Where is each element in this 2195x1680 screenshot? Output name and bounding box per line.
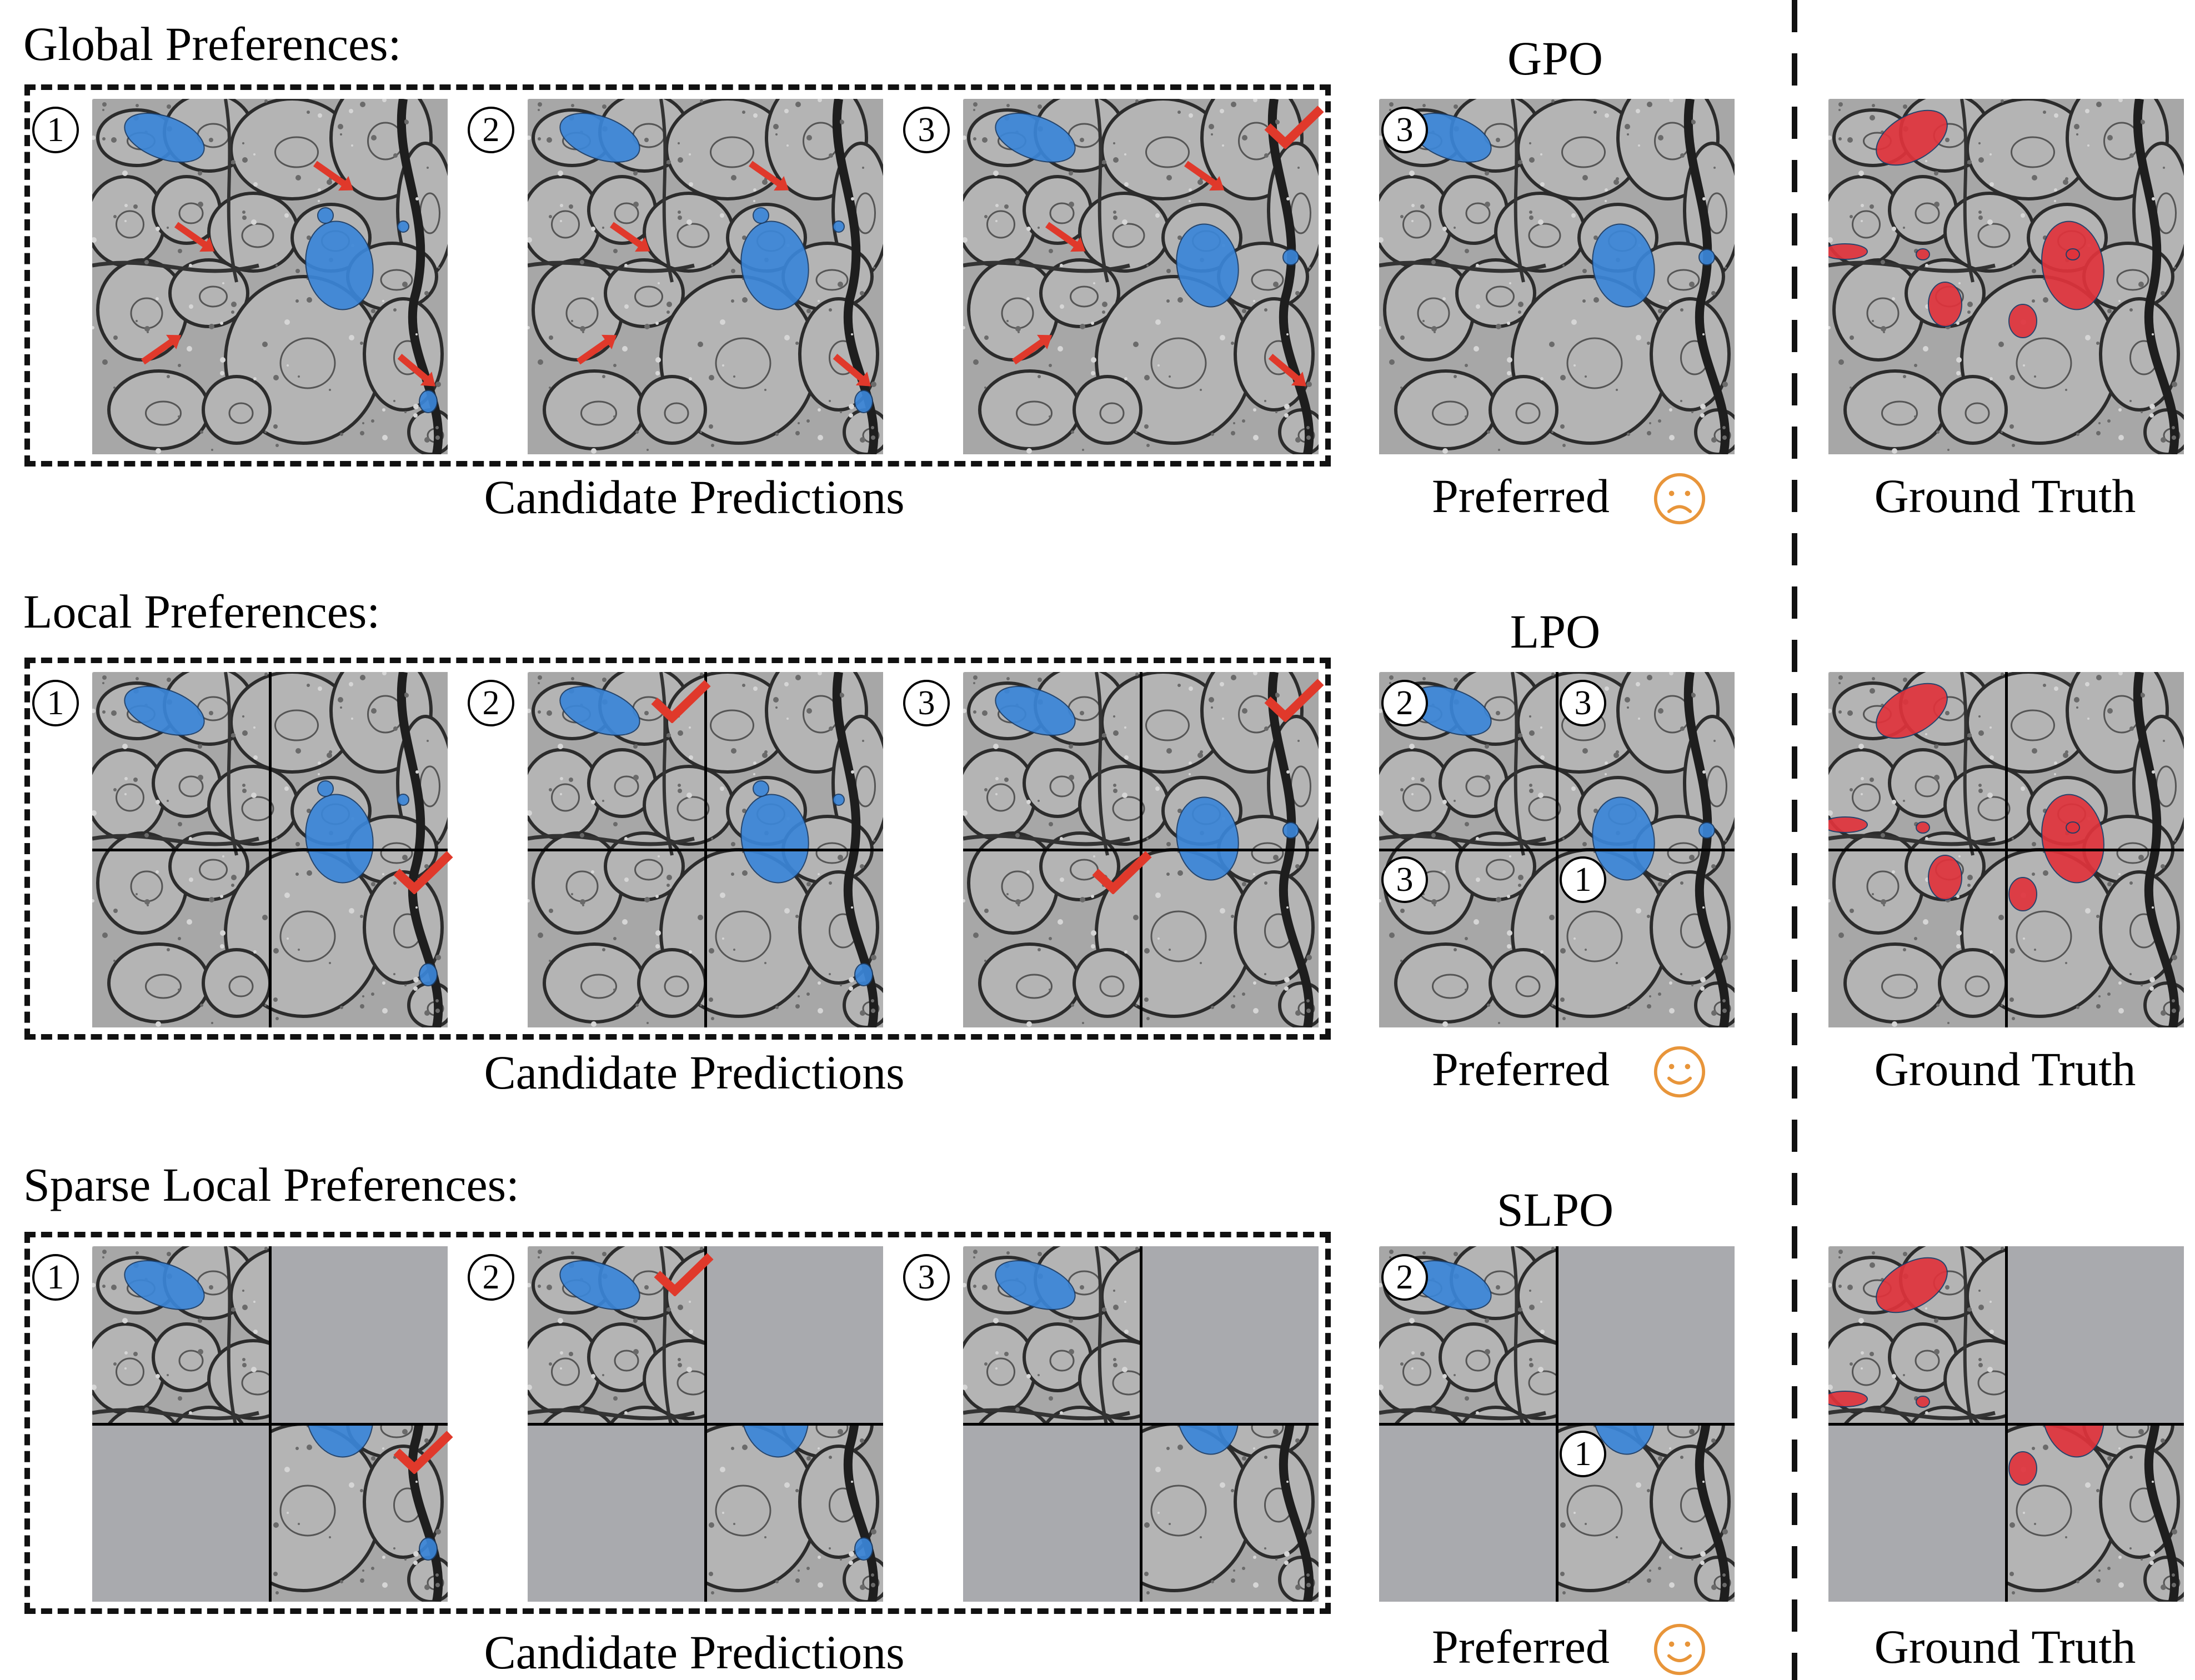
masked-quadrant <box>1558 1246 1735 1423</box>
candidate-number-badge: 3 <box>903 680 950 726</box>
preferred-prediction <box>1379 99 1735 454</box>
arrow-icon <box>313 161 354 191</box>
candidate-prediction <box>963 1246 1319 1602</box>
candidate-number-badge: 1 <box>32 107 79 153</box>
method-label-slpo: SLPO <box>1496 1183 1614 1236</box>
column-separator <box>1792 0 1797 1680</box>
masked-quadrant <box>272 1246 448 1423</box>
smile-face-icon <box>1653 1623 1706 1676</box>
candidate-prediction <box>92 672 448 1027</box>
row-title-global: Global Preferences: <box>23 17 402 71</box>
checkmark-icon <box>1264 106 1324 149</box>
candidate-number-badge: 2 <box>468 680 514 726</box>
checkmark-icon <box>1092 851 1152 894</box>
arrow-icon <box>141 334 182 365</box>
quadrant-divider <box>92 849 448 851</box>
gt-caption-row2: Ground Truth <box>1874 1042 2136 1096</box>
arrow-icon <box>576 334 617 365</box>
candidate-prediction <box>92 1246 448 1602</box>
candidate-number-badge: 2 <box>468 1254 514 1301</box>
candidate-prediction <box>963 99 1319 454</box>
candidates-box-global <box>24 84 1331 467</box>
quadrant-divider <box>1828 849 2184 851</box>
candidate-number-badge: 1 <box>32 1254 79 1301</box>
candidate-number-badge: 1 <box>1560 856 1606 903</box>
arrow-icon <box>1011 334 1053 365</box>
preferred-prediction <box>1379 672 1735 1027</box>
candidate-number-badge: 2 <box>468 107 514 153</box>
candidates-box-sparse <box>24 1232 1331 1614</box>
candidate-number-badge: 3 <box>1381 856 1428 903</box>
preferred-prediction <box>1379 1246 1735 1602</box>
arrow-icon <box>748 161 789 191</box>
candidates-caption-sparse: Candidate Predictions <box>484 1626 905 1679</box>
masked-quadrant <box>707 1246 883 1423</box>
arrow-icon <box>174 222 215 252</box>
candidate-number-badge: 1 <box>32 680 79 726</box>
candidate-prediction <box>528 1246 883 1602</box>
ground-truth <box>1828 672 2184 1027</box>
checkmark-icon <box>393 1431 453 1474</box>
candidates-caption-local: Candidate Predictions <box>484 1046 905 1099</box>
quadrant-divider <box>528 1423 883 1426</box>
masked-quadrant <box>92 1426 269 1602</box>
ground-truth <box>1828 99 2184 454</box>
method-label-gpo: GPO <box>1507 32 1603 85</box>
quadrant-divider <box>1379 849 1735 851</box>
quadrant-divider <box>963 849 1319 851</box>
candidate-number-badge: 1 <box>1560 1431 1606 1477</box>
arrow-icon <box>1045 222 1086 252</box>
quadrant-divider <box>92 1423 448 1426</box>
masked-quadrant <box>963 1426 1140 1602</box>
candidate-prediction <box>963 672 1319 1027</box>
arrow-icon <box>1184 161 1225 191</box>
method-label-lpo: LPO <box>1510 605 1601 658</box>
checkmark-icon <box>1264 679 1324 722</box>
candidate-prediction <box>528 672 883 1027</box>
masked-quadrant <box>2008 1246 2184 1423</box>
quadrant-divider <box>963 1423 1319 1426</box>
arrow-icon <box>833 354 871 387</box>
preferred-caption-gpo: Preferred <box>1432 469 1610 523</box>
masked-quadrant <box>1379 1426 1556 1602</box>
candidate-number-badge: 3 <box>903 1254 950 1301</box>
ground-truth <box>1828 1246 2184 1602</box>
checkmark-icon <box>393 851 453 894</box>
gt-caption-row3: Ground Truth <box>1874 1620 2136 1673</box>
quadrant-divider <box>1379 1423 1735 1426</box>
candidate-prediction <box>528 99 883 454</box>
masked-quadrant <box>1142 1246 1319 1423</box>
preferred-caption-slpo: Preferred <box>1432 1620 1610 1673</box>
candidate-number-badge: 3 <box>1560 680 1606 726</box>
gt-caption-row1: Ground Truth <box>1874 469 2136 523</box>
preferred-caption-lpo: Preferred <box>1432 1042 1610 1096</box>
candidate-number-badge: 2 <box>1381 680 1428 726</box>
arrow-icon <box>609 222 650 252</box>
arrow-icon <box>1268 354 1306 387</box>
row-title-sparse: Sparse Local Preferences: <box>23 1158 520 1211</box>
arrow-icon <box>397 354 435 387</box>
row-title-local: Local Preferences: <box>23 585 380 638</box>
candidate-number-badge: 3 <box>903 107 950 153</box>
masked-quadrant <box>528 1426 704 1602</box>
quadrant-divider <box>1828 1423 2184 1426</box>
masked-quadrant <box>1828 1426 2005 1602</box>
candidates-box-local <box>24 658 1331 1040</box>
quadrant-divider <box>528 849 883 851</box>
candidate-number-badge: 3 <box>1381 107 1428 153</box>
sad-face-icon <box>1653 473 1706 525</box>
candidate-prediction <box>92 99 448 454</box>
candidate-number-badge: 2 <box>1381 1254 1428 1301</box>
smile-face-icon <box>1653 1046 1706 1098</box>
checkmark-icon <box>651 680 711 723</box>
candidates-caption-global: Candidate Predictions <box>484 470 905 524</box>
checkmark-icon <box>654 1253 714 1296</box>
